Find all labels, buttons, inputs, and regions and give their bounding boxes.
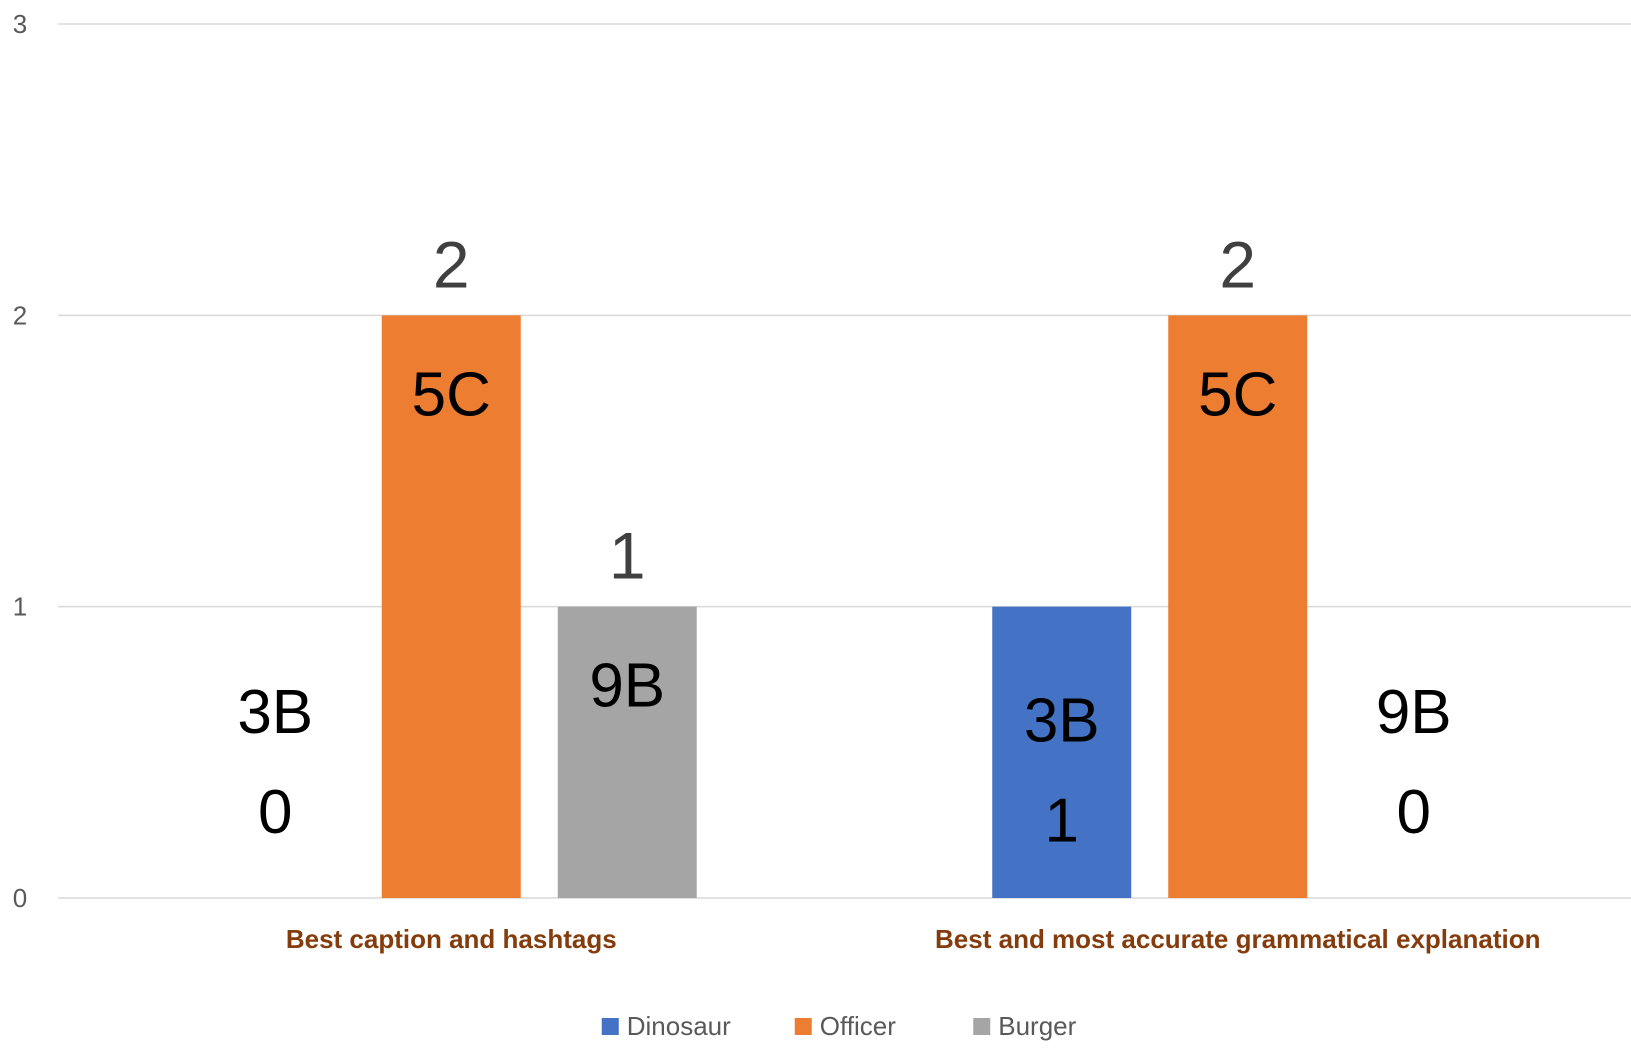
bar-dinosaur [992,606,1132,898]
x-axis-categories: Best caption and hashtags Best and most a… [286,924,1541,954]
bar-annotation: 5C [1198,360,1277,429]
legend-label: Dinosaur [627,1011,731,1041]
bar-burger [557,606,697,898]
bar-annotation: 0 [258,778,292,847]
gridlines [58,23,1631,899]
data-labels: 2 1 2 [433,227,1256,592]
y-tick-label: 3 [13,9,27,39]
data-label: 2 [433,227,470,301]
legend-swatch-burger [973,1018,991,1035]
bar-annotations: 3B 0 5C 9B 3B 1 5C 9B 0 [237,360,1451,855]
legend: Dinosaur Officer Burger [601,1011,1077,1041]
bar-officer [381,315,521,898]
category-label: Best caption and hashtags [286,924,617,954]
legend-swatch-officer [794,1018,812,1035]
y-tick-label: 0 [13,883,27,913]
y-tick-label: 1 [13,592,27,622]
legend-label: Officer [820,1011,896,1041]
legend-label: Burger [998,1011,1076,1041]
bar-annotation: 3B [1024,687,1100,756]
bar-annotation: 9B [1376,678,1452,747]
bar-officer [1168,315,1308,898]
y-axis-ticks: 0 1 2 3 [13,9,27,913]
bar-annotation: 3B [237,678,313,747]
bars [381,315,1308,898]
bar-annotation: 1 [1045,787,1079,856]
category-label: Best and most accurate grammatical expla… [935,924,1540,954]
legend-swatch-dinosaur [601,1018,619,1035]
bar-annotation: 0 [1397,778,1431,847]
data-label: 2 [1219,227,1256,301]
data-label: 1 [609,519,646,593]
bar-annotation: 5C [412,360,491,429]
bar-annotation: 9B [589,652,665,721]
y-tick-label: 2 [13,300,27,330]
